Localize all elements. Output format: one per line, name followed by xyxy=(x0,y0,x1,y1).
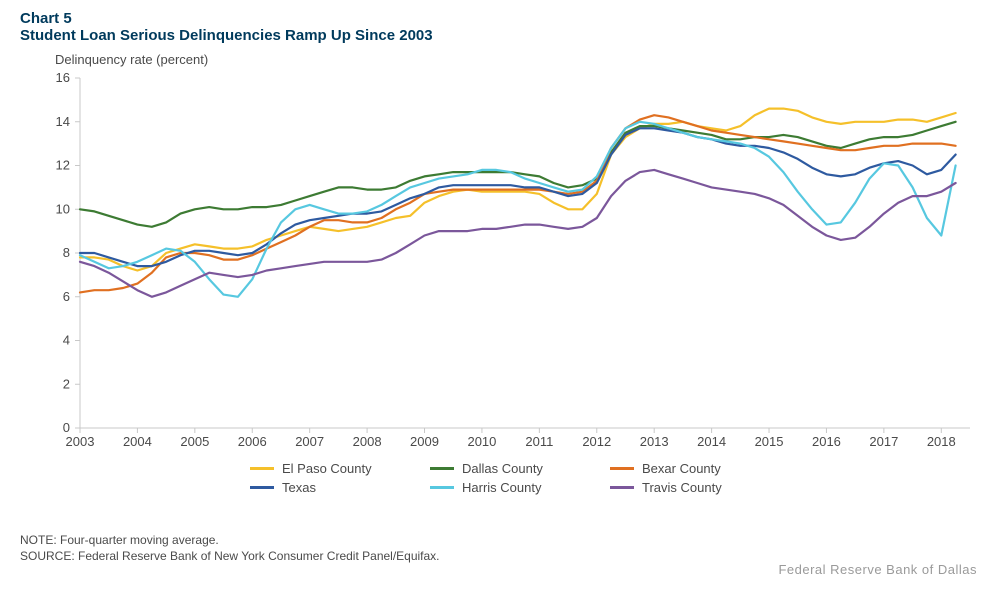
x-tick-label: 2013 xyxy=(640,434,669,449)
chart-title: Student Loan Serious Delinquencies Ramp … xyxy=(20,27,980,44)
legend-swatch xyxy=(430,467,454,470)
legend: El Paso County Dallas County Bexar County T… xyxy=(250,461,810,499)
legend-item: El Paso County xyxy=(250,461,430,476)
y-tick-label: 8 xyxy=(63,245,70,260)
legend-label: El Paso County xyxy=(282,461,372,476)
x-tick-label: 2004 xyxy=(123,434,152,449)
y-tick-label: 0 xyxy=(63,420,70,435)
x-tick-label: 2014 xyxy=(697,434,726,449)
y-tick-label: 14 xyxy=(56,114,70,129)
x-tick-label: 2010 xyxy=(467,434,496,449)
y-tick-label: 6 xyxy=(63,289,70,304)
y-tick-label: 10 xyxy=(56,201,70,216)
legend-label: Bexar County xyxy=(642,461,721,476)
attribution: Federal Reserve Bank of Dallas xyxy=(778,562,977,577)
y-axis-label: Delinquency rate (percent) xyxy=(55,52,980,67)
series-line xyxy=(80,128,956,266)
x-tick-label: 2003 xyxy=(66,434,95,449)
x-tick-label: 2007 xyxy=(295,434,324,449)
x-tick-label: 2016 xyxy=(812,434,841,449)
chart-container: Chart 5 Student Loan Serious Delinquenci… xyxy=(20,10,980,499)
y-tick-label: 12 xyxy=(56,158,70,173)
x-tick-label: 2015 xyxy=(755,434,784,449)
legend-label: Harris County xyxy=(462,480,541,495)
y-tick-label: 4 xyxy=(63,333,70,348)
legend-swatch xyxy=(250,467,274,470)
x-tick-label: 2006 xyxy=(238,434,267,449)
legend-item: Travis County xyxy=(610,480,790,495)
x-tick-label: 2005 xyxy=(180,434,209,449)
legend-swatch xyxy=(250,486,274,489)
legend-item: Dallas County xyxy=(430,461,610,476)
x-tick-label: 2012 xyxy=(582,434,611,449)
legend-label: Travis County xyxy=(642,480,722,495)
x-tick-label: 2011 xyxy=(525,434,553,449)
legend-swatch xyxy=(610,467,634,470)
chart-number: Chart 5 xyxy=(20,10,980,27)
chart-svg: 0 2 4 6 8 10 12 14 16 2003 2004 2005 2006 2007 2008 200… xyxy=(45,73,980,453)
legend-item: Texas xyxy=(250,480,430,495)
plot-area: 0 2 4 6 8 10 12 14 16 2003 2004 2005 2006 2007 2008 200… xyxy=(45,73,980,453)
footer-notes: NOTE: Four-quarter moving average. SOURC… xyxy=(20,532,440,564)
y-tick-label: 2 xyxy=(63,376,70,391)
legend-swatch xyxy=(430,486,454,489)
series-line xyxy=(80,115,956,292)
note-line: NOTE: Four-quarter moving average. xyxy=(20,532,440,548)
x-tick-label: 2018 xyxy=(927,434,956,449)
legend-item: Harris County xyxy=(430,480,610,495)
legend-label: Dallas County xyxy=(462,461,543,476)
legend-swatch xyxy=(610,486,634,489)
legend-item: Bexar County xyxy=(610,461,790,476)
x-tick-label: 2008 xyxy=(353,434,382,449)
x-tick-label: 2017 xyxy=(869,434,898,449)
x-tick-label: 2009 xyxy=(410,434,439,449)
legend-label: Texas xyxy=(282,480,316,495)
source-line: SOURCE: Federal Reserve Bank of New York… xyxy=(20,548,440,564)
y-tick-label: 16 xyxy=(56,73,70,85)
